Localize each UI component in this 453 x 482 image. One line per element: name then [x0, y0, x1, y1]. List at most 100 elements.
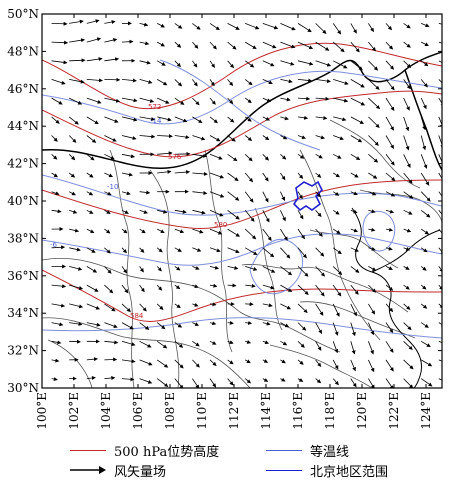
- wind-arrow: [156, 284, 163, 291]
- wind-arrow: [86, 209, 94, 214]
- wind-arrow: [262, 191, 269, 203]
- wind-arrow: [51, 172, 58, 178]
- legend-label: 风矢量场: [114, 464, 167, 480]
- wind-arrow: [333, 60, 348, 69]
- wind-arrow: [139, 60, 151, 65]
- wind-arrow: [420, 266, 427, 271]
- wind-arrow: [420, 60, 429, 67]
- wind-arrow: [315, 359, 322, 368]
- wind-arrow: [86, 135, 97, 143]
- wind-arrow: [280, 97, 291, 102]
- wind-arrow: [104, 191, 112, 196]
- wind-arrow: [368, 172, 378, 179]
- wind-arrow: [385, 23, 393, 31]
- wind-arrow: [51, 340, 62, 345]
- wind-arrow: [192, 302, 199, 307]
- y-tick-label: 46°N: [7, 82, 39, 96]
- wind-arrow: [121, 209, 129, 214]
- wind-arrow: [104, 375, 116, 380]
- wind-arrow: [192, 97, 200, 106]
- x-tick-label: 106°E: [131, 392, 145, 430]
- wind-arrow: [350, 284, 359, 295]
- wind-arrow: [438, 303, 442, 309]
- wind-arrow: [139, 97, 155, 103]
- wind-arrow: [297, 96, 311, 101]
- wind-arrow: [368, 284, 377, 293]
- wind-arrow: [368, 135, 379, 146]
- wind-arrow: [420, 378, 433, 387]
- wind-arrow: [51, 21, 68, 26]
- x-tick-label: 120°E: [355, 392, 369, 430]
- wind-arrow: [121, 78, 137, 83]
- wind-arrow: [280, 284, 293, 292]
- wind-arrow: [262, 60, 275, 67]
- wind-arrow: [297, 378, 304, 382]
- wind-arrow: [227, 172, 239, 182]
- legend-item-height: 500 hPa位势高度: [70, 440, 219, 460]
- wind-arrow: [86, 266, 98, 273]
- wind-arrow: [438, 116, 442, 129]
- wind-arrow: [174, 303, 181, 309]
- wind-arrow: [174, 23, 183, 29]
- wind-arrow: [244, 79, 253, 86]
- wind-arrow: [156, 378, 169, 387]
- wind-arrow: [68, 116, 79, 125]
- wind-arrow: [385, 97, 395, 111]
- wind-arrow: [350, 41, 360, 53]
- wind-arrow: [209, 247, 221, 253]
- wind-arrow: [280, 23, 296, 31]
- wind-arrow: [297, 115, 309, 120]
- wind-arrow: [350, 266, 360, 273]
- wind-arrow: [438, 60, 442, 65]
- wind-arrow: [403, 135, 410, 151]
- wind-arrow: [86, 247, 96, 253]
- wind-arrow: [438, 284, 442, 291]
- y-tick-label: 42°N: [7, 157, 39, 171]
- wind-arrow: [262, 172, 269, 182]
- wind-arrow: [174, 97, 185, 105]
- wind-arrow: [297, 322, 307, 331]
- wind-arrow: [297, 135, 306, 140]
- wind-arrow: [385, 303, 394, 313]
- wind-arrow: [245, 359, 251, 364]
- wind-arrow: [315, 60, 332, 67]
- wind-arrow: [209, 321, 217, 326]
- x-tick-label: 116°E: [291, 392, 305, 430]
- y-tick-label: 36°N: [7, 269, 39, 283]
- wind-arrow: [86, 375, 96, 380]
- wind-arrow: [350, 228, 359, 233]
- x-tick-label: 100°E: [35, 392, 49, 430]
- wind-arrow: [139, 134, 156, 139]
- wind-arrow: [420, 154, 428, 169]
- wind-arrow: [51, 303, 66, 308]
- wind-arrow: [403, 247, 411, 251]
- wind-arrow: [139, 284, 145, 293]
- wind-arrow: [51, 97, 63, 105]
- legend-item-beijing: 北京地区范围: [266, 460, 388, 480]
- wind-arrow: [403, 191, 414, 199]
- wind-arrow: [104, 172, 114, 178]
- wind-arrow: [86, 228, 95, 233]
- wind-arrow: [192, 209, 206, 215]
- contour-labels: 572 576 580 584 -14 -10 -6: [50, 103, 227, 320]
- wind-arrow: [420, 359, 433, 367]
- wind-arrow: [332, 322, 339, 336]
- wind-arrow: [420, 340, 431, 348]
- wind-arrow: [227, 320, 234, 325]
- wind-arrow: [139, 378, 153, 384]
- wind-arrow: [438, 210, 442, 215]
- wind-arrow: [385, 341, 394, 353]
- wind-arrow: [51, 79, 66, 85]
- wind-arrow: [139, 190, 151, 195]
- wind-arrow: [104, 116, 119, 123]
- wind-arrow: [121, 359, 136, 364]
- wind-arrow: [297, 341, 305, 348]
- x-tick-label: 102°E: [67, 392, 81, 430]
- wind-arrow: [227, 283, 237, 288]
- wind-arrow: [227, 265, 239, 270]
- wind-arrow: [86, 153, 95, 161]
- y-tick-label: 44°N: [7, 119, 39, 133]
- wind-arrow: [368, 247, 376, 251]
- wind-arrow: [332, 378, 339, 386]
- wind-arrow: [297, 153, 305, 159]
